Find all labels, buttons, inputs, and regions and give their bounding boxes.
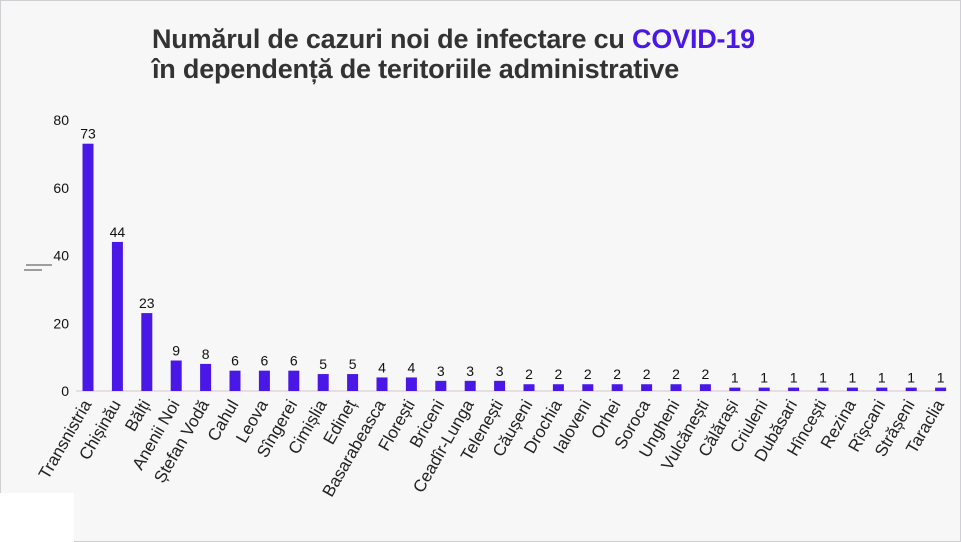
title-line2: în dependență de teritoriile administrat… [152, 54, 680, 84]
bar-value-label: 6 [231, 353, 239, 369]
bar [817, 387, 829, 391]
bar-value-label: 44 [110, 224, 126, 240]
bar-value-label: 2 [672, 366, 680, 382]
bar-value-label: 2 [643, 366, 651, 382]
corner-patch [0, 493, 74, 542]
bar [435, 380, 447, 391]
bar [229, 370, 241, 391]
bar [376, 377, 388, 391]
bar-value-label: 1 [849, 370, 857, 386]
bar [670, 384, 682, 391]
y-tick-label: 40 [53, 248, 69, 264]
bar-value-label: 2 [555, 366, 563, 382]
bar [611, 384, 623, 391]
bar-value-label: 1 [878, 370, 886, 386]
bar-value-label: 2 [702, 366, 710, 382]
bar-value-label: 4 [408, 359, 416, 375]
bar [582, 384, 594, 391]
bar-value-label: 6 [261, 353, 269, 369]
title-highlight: COVID-19 [632, 24, 755, 54]
bar-value-label: 73 [80, 126, 96, 142]
chart-title: Numărul de cazuri noi de infectare cu CO… [152, 24, 755, 84]
bar-value-label: 2 [525, 366, 533, 382]
bar-value-label: 1 [819, 370, 827, 386]
bar [758, 387, 770, 391]
bar [405, 377, 417, 391]
bar [82, 143, 94, 391]
bar-value-label: 5 [349, 356, 357, 372]
bar [317, 374, 329, 391]
bar-value-label: 3 [437, 363, 445, 379]
bar [111, 241, 123, 391]
y-tick-label: 20 [53, 315, 69, 331]
bar-value-label: 2 [613, 366, 621, 382]
bar-value-label: 5 [319, 356, 327, 372]
bar [464, 380, 476, 391]
bar-value-label: 23 [139, 295, 155, 311]
bar [788, 387, 800, 391]
bar [729, 387, 741, 391]
bar [347, 374, 359, 391]
bar [170, 360, 182, 391]
bar [288, 370, 300, 391]
bar-value-label: 4 [378, 359, 386, 375]
bar-value-label: 1 [790, 370, 798, 386]
bar [523, 384, 535, 391]
bar [552, 384, 564, 391]
bar-value-label: 6 [290, 353, 298, 369]
bar-value-label: 9 [172, 343, 180, 359]
y-tick-label: 80 [53, 112, 69, 128]
bar [699, 384, 711, 391]
bar [846, 387, 858, 391]
bar-value-label: 3 [466, 363, 474, 379]
bar-value-label: 1 [937, 370, 945, 386]
bar [876, 387, 888, 391]
bar [200, 363, 212, 391]
bar-value-label: 1 [907, 370, 915, 386]
bar [641, 384, 653, 391]
title-line1: Numărul de cazuri noi de infectare cu [152, 24, 633, 54]
bar [141, 313, 153, 391]
bar [258, 370, 270, 391]
bar-value-label: 8 [202, 346, 210, 362]
y-tick-label: 0 [61, 383, 69, 399]
bar [935, 387, 947, 391]
bar-value-label: 3 [496, 363, 504, 379]
bar [905, 387, 917, 391]
bar-value-label: 1 [760, 370, 768, 386]
bar-value-label: 2 [584, 366, 592, 382]
bar-value-label: 1 [731, 370, 739, 386]
y-tick-label: 60 [53, 180, 69, 196]
bar [494, 380, 506, 391]
